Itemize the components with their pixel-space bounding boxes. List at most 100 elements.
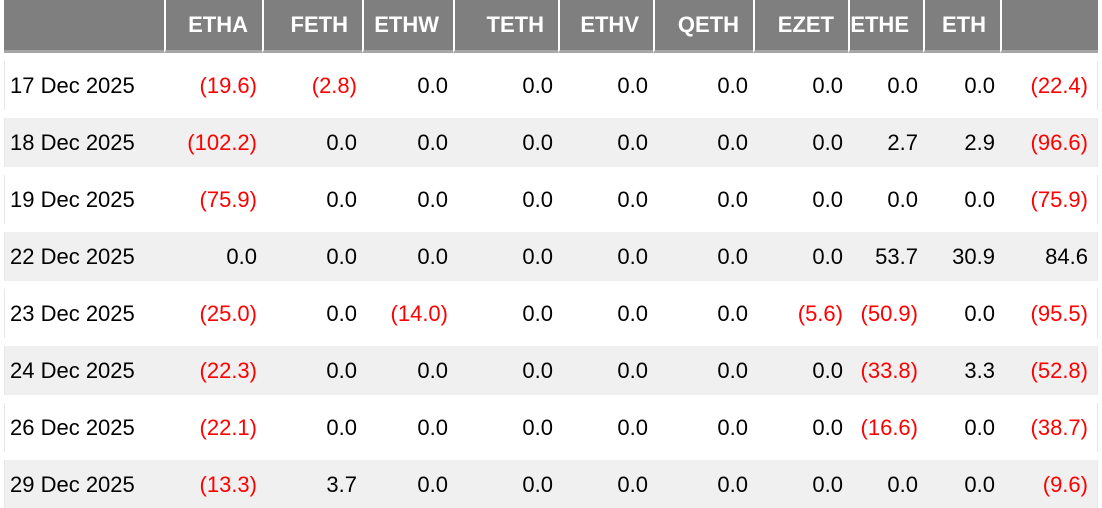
header-row: ETHA FETH ETHW TETH ETHV QETH EZET ETHE … — [4, 0, 1098, 53]
date-cell: 29 Dec 2025 — [4, 460, 164, 508]
flow-value-cell: 0.0 — [964, 300, 995, 326]
table-row: 18 Dec 2025 (102.2) 0.0 0.0 0.0 0.0 0.0 0.0 2.7 2… — [4, 118, 1098, 167]
flow-value-cell: 0.0 — [617, 414, 648, 440]
flow-value-cell: 84.6 — [1000, 232, 1098, 281]
flow-value-cell: (50.9) — [860, 300, 918, 326]
flow-value-cell: 0.0 — [453, 118, 558, 167]
header-date-blank — [4, 0, 164, 53]
flow-value-cell: 0.0 — [753, 118, 848, 167]
flow-value-cell: 0.0 — [417, 186, 448, 212]
flow-value-cell: 0.0 — [653, 232, 753, 281]
flow-value-cell: 0.0 — [262, 232, 362, 281]
flow-value-cell: (95.5) — [1000, 289, 1098, 338]
flow-value-cell: 0.0 — [262, 346, 362, 395]
flow-value-cell: 0.0 — [717, 186, 748, 212]
flow-value-cell: 0.0 — [164, 232, 262, 281]
flow-value-cell: 53.7 — [848, 232, 923, 281]
flow-value-cell: 0.0 — [453, 346, 558, 395]
header-feth: FETH — [262, 0, 362, 53]
flow-value-cell: 0.0 — [326, 300, 357, 326]
flow-value-cell: 0.0 — [362, 346, 453, 395]
date-cell: 22 Dec 2025 — [4, 232, 164, 281]
flow-value-cell: 0.0 — [653, 346, 753, 395]
flow-value-cell: (19.6) — [199, 72, 257, 98]
table-row: 23 Dec 2025 (25.0) 0.0 (14.0) 0.0 0.0 0.0 (5.6)… — [4, 289, 1098, 338]
flow-value-cell: 0.0 — [653, 460, 753, 508]
table-row: 24 Dec 2025 (22.3) 0.0 0.0 0.0 0.0 0.0 0.0 (33.8… — [4, 346, 1098, 395]
flow-value-cell: (16.6) — [860, 414, 918, 440]
flow-value-cell: 0.0 — [887, 72, 918, 98]
flow-value-cell: 0.0 — [812, 186, 843, 212]
flow-value-cell: 0.0 — [453, 460, 558, 508]
flow-value-cell: (14.0) — [390, 300, 448, 326]
header-ethw: ETHW — [362, 0, 453, 53]
header-teth: TETH — [453, 0, 558, 53]
header-eth: ETH — [923, 0, 1000, 53]
header-ezet: EZET — [753, 0, 848, 53]
header-etha: ETHA — [164, 0, 262, 53]
flow-value-cell: 0.0 — [558, 232, 653, 281]
flow-value-cell: 0.0 — [326, 186, 357, 212]
flow-value-cell: (75.9) — [1000, 175, 1098, 224]
flow-value-cell: 0.0 — [453, 232, 558, 281]
flow-value-cell: 0.0 — [653, 118, 753, 167]
flow-value-cell: 0.0 — [558, 460, 653, 508]
flow-value-cell: (5.6) — [797, 300, 843, 326]
flow-value-cell: 0.0 — [558, 346, 653, 395]
flow-value-cell: 0.0 — [558, 118, 653, 167]
flow-value-cell: (25.0) — [199, 300, 257, 326]
flow-value-cell: 0.0 — [522, 414, 553, 440]
date-cell: 26 Dec 2025 — [4, 403, 164, 452]
date-cell: 24 Dec 2025 — [4, 346, 164, 395]
flow-value-cell: 2.9 — [923, 118, 1000, 167]
flow-value-cell: (2.8) — [311, 72, 357, 98]
flow-value-cell: 0.0 — [522, 72, 553, 98]
date-cell: 17 Dec 2025 — [4, 61, 164, 110]
flow-value-cell: (75.9) — [199, 186, 257, 212]
header-ethv: ETHV — [558, 0, 653, 53]
flow-value-cell: 3.7 — [262, 460, 362, 508]
flow-value-cell: 0.0 — [362, 460, 453, 508]
flow-value-cell: 0.0 — [753, 460, 848, 508]
table-body: 17 Dec 2025 (19.6) (2.8) 0.0 0.0 0.0 0.0 0.0 0.0… — [4, 61, 1098, 508]
flow-value-cell: (52.8) — [1000, 346, 1098, 395]
flow-value-cell: 0.0 — [417, 72, 448, 98]
flow-value-cell: 2.7 — [848, 118, 923, 167]
table-row: 17 Dec 2025 (19.6) (2.8) 0.0 0.0 0.0 0.0 0.0 0.0… — [4, 61, 1098, 110]
flow-value-cell: (9.6) — [1000, 460, 1098, 508]
flow-value-cell: 0.0 — [923, 460, 1000, 508]
flow-value-cell: 0.0 — [964, 414, 995, 440]
flow-value-cell: 0.0 — [362, 232, 453, 281]
header-ethe: ETHE — [848, 0, 923, 53]
flow-value-cell: 0.0 — [617, 72, 648, 98]
table-row: 22 Dec 2025 0.0 0.0 0.0 0.0 0.0 0.0 0.0 53.7 30.9… — [4, 232, 1098, 281]
flow-value-cell: 0.0 — [522, 186, 553, 212]
date-cell: 19 Dec 2025 — [4, 175, 164, 224]
flow-value-cell: 0.0 — [262, 118, 362, 167]
table-row: 19 Dec 2025 (75.9) 0.0 0.0 0.0 0.0 0.0 0.0 0.0 0.… — [4, 175, 1098, 224]
flow-value-cell: 0.0 — [617, 300, 648, 326]
flow-value-cell: (13.3) — [164, 460, 262, 508]
flow-value-cell: (102.2) — [164, 118, 262, 167]
flow-value-cell: 0.0 — [522, 300, 553, 326]
flow-value-cell: 0.0 — [362, 118, 453, 167]
flow-value-cell: 0.0 — [812, 72, 843, 98]
flow-value-cell: 0.0 — [326, 414, 357, 440]
flow-value-cell: 0.0 — [717, 414, 748, 440]
flow-value-cell: (38.7) — [1000, 403, 1098, 452]
flow-value-cell: 0.0 — [417, 414, 448, 440]
flow-value-cell: 0.0 — [717, 72, 748, 98]
flow-value-cell: 3.3 — [923, 346, 1000, 395]
flow-value-cell: 0.0 — [848, 460, 923, 508]
flow-value-cell: (22.3) — [164, 346, 262, 395]
flow-value-cell: 0.0 — [617, 186, 648, 212]
flow-value-cell: 30.9 — [923, 232, 1000, 281]
etf-flow-table: ETHA FETH ETHW TETH ETHV QETH EZET ETHE … — [4, 0, 1098, 508]
date-cell: 18 Dec 2025 — [4, 118, 164, 167]
flow-value-cell: 0.0 — [717, 300, 748, 326]
header-total-blank — [1000, 0, 1098, 53]
flow-value-cell: 0.0 — [887, 186, 918, 212]
flow-value-cell: (22.1) — [199, 414, 257, 440]
flow-value-cell: (33.8) — [848, 346, 923, 395]
